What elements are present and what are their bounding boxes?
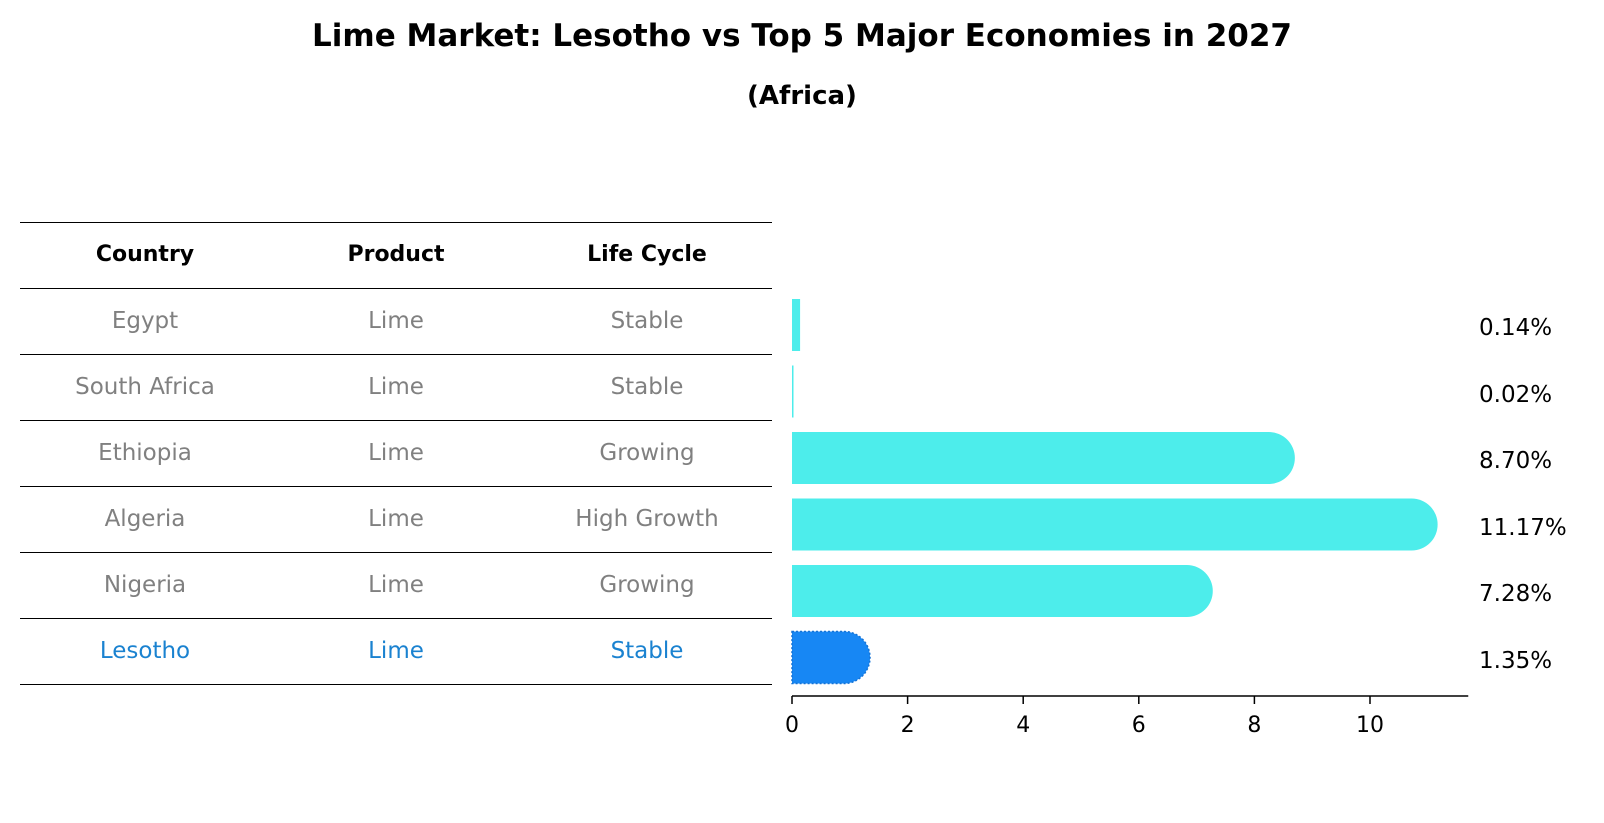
value-label: 0.14% <box>1479 315 1553 341</box>
bar-chart: 0 2 4 6 8 10 <box>785 299 1469 738</box>
table-cell-product: Lime <box>368 374 424 400</box>
bar-nigeria <box>792 565 1213 617</box>
x-tick-label: 10 <box>1356 713 1384 738</box>
x-tick-label: 2 <box>901 713 915 738</box>
chart-title: Lime Market: Lesotho vs Top 5 Major Econ… <box>312 18 1292 54</box>
value-label: 8.70% <box>1479 448 1553 474</box>
table-cell-country: Nigeria <box>103 572 187 598</box>
table-rule <box>20 618 772 619</box>
x-tick-label: 0 <box>785 713 799 738</box>
table-header-product: Product <box>347 242 445 267</box>
bar-algeria <box>792 498 1438 551</box>
table-cell-life-cycle: Growing <box>599 440 695 466</box>
table-header-row: Country Product Life Cycle <box>20 222 772 288</box>
table-cell-product: Lime <box>368 440 424 466</box>
table-rule <box>20 420 772 421</box>
table-rule <box>20 222 772 223</box>
table-rule <box>20 354 772 355</box>
table-cell-product: Lime <box>368 638 424 664</box>
bars-layer <box>791 299 1438 685</box>
x-tick-label: 6 <box>1132 713 1146 738</box>
bar-ethiopia <box>792 432 1295 484</box>
x-tick-label: 4 <box>1016 713 1030 738</box>
bar-egypt <box>792 299 801 351</box>
table-cell-life-cycle: Stable <box>610 638 684 664</box>
table-row: Algeria Lime High Growth <box>20 486 772 552</box>
bar-lesotho <box>791 630 871 685</box>
x-axis: 0 2 4 6 8 10 <box>785 695 1469 738</box>
value-label: 7.28% <box>1479 581 1553 607</box>
table-cell-country: Ethiopia <box>98 440 192 466</box>
x-tick-label: 8 <box>1247 713 1261 738</box>
table-cell-product: Lime <box>368 506 424 532</box>
table-row: South Africa Lime Stable <box>20 354 772 420</box>
value-label: 11.17% <box>1479 514 1567 541</box>
value-label: 1.35% <box>1479 647 1553 674</box>
table-cell-life-cycle: Stable <box>610 308 684 334</box>
chart-subtitle: (Africa) <box>747 81 857 111</box>
table-cell-life-cycle: Stable <box>610 374 684 400</box>
table-cell-life-cycle: Growing <box>599 572 695 598</box>
table-rule <box>20 552 772 553</box>
table-row: Ethiopia Lime Growing <box>20 420 772 486</box>
table-cell-country: South Africa <box>75 374 215 400</box>
table-cell-life-cycle: High Growth <box>575 506 719 532</box>
table-cell-product: Lime <box>368 308 424 334</box>
table-header-life-cycle: Life Cycle <box>587 242 707 267</box>
table-cell-product: Lime <box>368 572 424 598</box>
table-cell-country: Egypt <box>111 308 179 334</box>
table-row: Nigeria Lime Growing <box>20 552 772 618</box>
value-label: 0.02% <box>1479 381 1553 408</box>
table-rule <box>20 288 772 289</box>
table-row-highlight: Lesotho Lime Stable <box>20 618 772 684</box>
table-cell-country: Lesotho <box>99 638 191 664</box>
table-rule <box>20 486 772 487</box>
table-header-country: Country <box>95 242 195 267</box>
bar-south-africa <box>792 365 794 418</box>
table-row: Egypt Lime Stable <box>20 288 772 354</box>
table-rule <box>20 684 772 685</box>
table-cell-country: Algeria <box>104 506 186 532</box>
